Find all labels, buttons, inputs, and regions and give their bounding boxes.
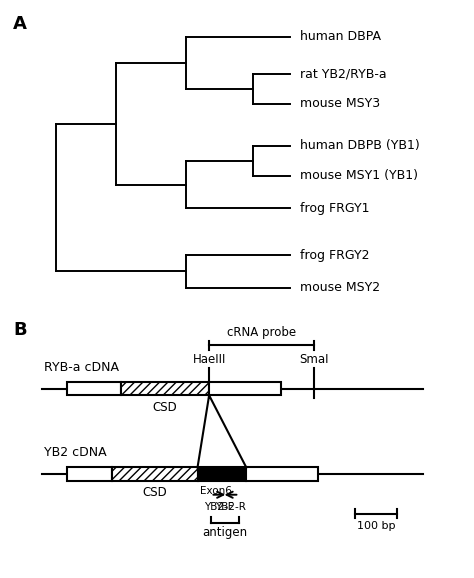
Text: cRNA probe: cRNA probe: [227, 326, 296, 339]
Text: B: B: [13, 321, 27, 339]
Bar: [209, 382, 281, 395]
Text: Exon6: Exon6: [200, 486, 232, 497]
Text: A: A: [13, 15, 27, 33]
Text: antigen: antigen: [202, 526, 247, 539]
Bar: [67, 468, 111, 481]
Bar: [246, 468, 319, 481]
Text: CSD: CSD: [153, 401, 177, 414]
Bar: [198, 468, 246, 481]
Text: CSD: CSD: [142, 486, 167, 499]
Text: mouse MSY2: mouse MSY2: [300, 281, 380, 294]
Text: YB2-R: YB2-R: [215, 502, 246, 512]
Text: human DBPB (YB1): human DBPB (YB1): [300, 139, 419, 153]
Text: YB2 cDNA: YB2 cDNA: [44, 446, 107, 459]
Bar: [67, 382, 121, 395]
Text: SmaI: SmaI: [299, 353, 328, 366]
Text: human DBPA: human DBPA: [300, 31, 381, 43]
Bar: [121, 382, 209, 395]
Text: frog FRGY2: frog FRGY2: [300, 249, 369, 261]
Bar: [111, 468, 198, 481]
Text: frog FRGY1: frog FRGY1: [300, 202, 369, 215]
Text: mouse MSY1 (YB1): mouse MSY1 (YB1): [300, 169, 418, 182]
Text: rat YB2/RYB-a: rat YB2/RYB-a: [300, 68, 386, 81]
Text: 100 bp: 100 bp: [357, 521, 396, 531]
Text: mouse MSY3: mouse MSY3: [300, 98, 380, 110]
Text: HaeIII: HaeIII: [192, 353, 226, 366]
Text: RYB-a cDNA: RYB-a cDNA: [44, 361, 119, 373]
Text: YB2-F: YB2-F: [205, 502, 234, 512]
